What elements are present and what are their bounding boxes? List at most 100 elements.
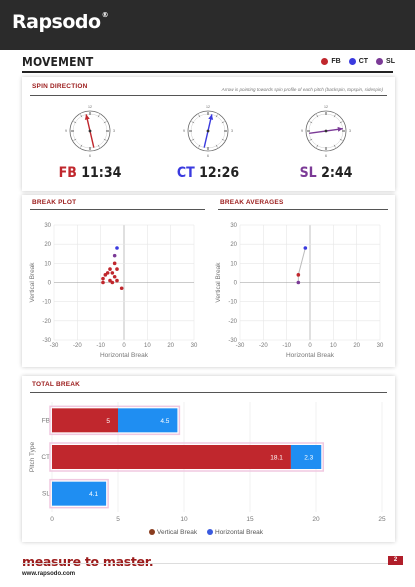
point-fb [115,278,119,283]
point-sl [112,253,117,258]
y-axis-label: Pitch Type [29,442,36,473]
legend-item-sl: SL [376,58,395,65]
spin-label-fb: FB 11:34 [40,165,140,181]
dial-tick [221,121,225,124]
section-divider [30,95,387,96]
bar-vertical-break [52,408,118,433]
dial-tick [309,138,313,141]
spin-label-ct: CT 12:26 [158,165,258,181]
rapsodo-logo: Rapsodo® [12,11,109,33]
dial-tick [316,114,319,118]
bar-outline [49,405,181,436]
section-title: SPIN DIRECTION [32,83,88,90]
dial-tick [309,121,313,124]
legend-label: Vertical Break [157,529,198,536]
spin-time: 12:26 [199,165,240,181]
y-tick-label: -20 [228,319,237,325]
dial-label: 9 [65,129,67,133]
section-divider [30,209,205,210]
avg-point-ct [303,246,308,250]
top-bar: Rapsodo® [0,0,415,50]
y-axis-label: Vertical Break [29,262,36,303]
x-tick-label: 30 [191,343,198,349]
x-axis-label: Horizontal Break [286,352,335,359]
bar-outline [49,442,325,472]
x-tick-label: -20 [259,343,268,349]
bar-horizontal-break [290,445,322,469]
x-tick-label: 20 [353,343,360,349]
dial-tick [191,121,195,124]
dial-tick [333,144,336,148]
category-label: CT [41,454,50,461]
bar-value-label: 18.1 [270,455,283,462]
legend-marker [149,529,155,535]
dial-tick [73,121,77,124]
y-tick-label: 20 [230,242,237,248]
x-tick-label: -30 [50,343,59,349]
break-averages-chart: -30 -20 -10 0 10 20 30 30 20 10 0 -10 -20 -30 Horizont… [215,223,384,359]
dial-tick [97,144,100,148]
dial-tick [80,114,83,118]
point-fb [112,274,117,279]
point-fb [110,280,115,285]
legend-dot-icon [321,58,329,65]
dial-tick [221,138,225,141]
legend-dot-icon [348,58,356,65]
bar-vertical-break [52,445,291,469]
spin-arrowhead [208,114,214,120]
break-charts: -30 -20 -10 0 10 20 30 30 20 10 0 -10 -20 -30 Horizont… [29,223,384,359]
legend-dot-icon [376,58,384,65]
point-fb [108,267,112,271]
point-fb [101,280,105,285]
bar-horizontal-break [118,408,178,433]
y-tick-label: 10 [230,261,237,267]
dial-label: 3 [113,129,115,133]
point-ct [115,246,119,250]
bar-outline [49,478,109,509]
spin-direction-card: SPIN DIRECTION Arrow is pointing towards… [22,77,395,191]
category-label: SL [42,491,50,498]
total-break-chart: 0 5 10 15 20 25 Pitch Type FB 5 4.5 CT 18.1 2.3 SL 4.1… [29,402,386,536]
y-tick-label: -30 [42,338,51,344]
dial-label: 6 [325,154,327,158]
y-tick-label: 30 [230,223,237,229]
x-tick-label: 0 [50,516,54,523]
dial-tick [103,121,107,124]
break-plot-chart: -30 -20 -10 0 10 20 30 30 20 10 0 -10 -20 -30 Horizont… [29,223,198,359]
y-tick-label: 20 [44,242,51,248]
point-fb [112,261,117,266]
spin-time: 2:44 [321,165,353,181]
spin-dials: 12 3 6 9 12 3 6 9 12 3 6 9 [65,105,351,158]
dial-tick [316,144,319,148]
x-tick-label: 0 [122,343,126,349]
footer-url: www.rapsodo.com [22,571,76,577]
pitch-legend: FB CT SL [321,58,395,65]
spin-dial-ct: 12 3 6 9 [183,105,233,158]
dial-label: 12 [88,105,92,109]
dial-tick [80,144,83,148]
averages-connector [297,247,306,283]
x-tick-label: -10 [96,343,105,349]
dial-tick [198,114,201,118]
section-title: BREAK AVERAGES [220,199,284,206]
footer-divider [22,563,395,564]
point-fb [119,286,124,291]
x-tick-label: 10 [330,343,337,349]
x-tick-label: 0 [308,343,312,349]
dial-label: 6 [207,154,209,158]
bar-value-label: 4.5 [160,418,169,425]
x-tick-label: -20 [73,343,82,349]
section-title: BREAK PLOT [32,199,77,206]
y-tick-label: -10 [228,300,237,306]
legend-item-ct: CT [348,58,368,65]
x-tick-label: 5 [116,516,120,523]
dial-tick [215,114,218,118]
dial-tick [103,138,107,141]
y-tick-label: 30 [44,223,51,229]
dial-tick [215,144,218,148]
x-tick-label: 30 [377,343,384,349]
legend-item-fb: FB [321,58,341,65]
dial-label: 9 [301,129,303,133]
dial-tick [191,138,195,141]
spin-note: Arrow is pointing towards spin profile o… [221,87,383,92]
